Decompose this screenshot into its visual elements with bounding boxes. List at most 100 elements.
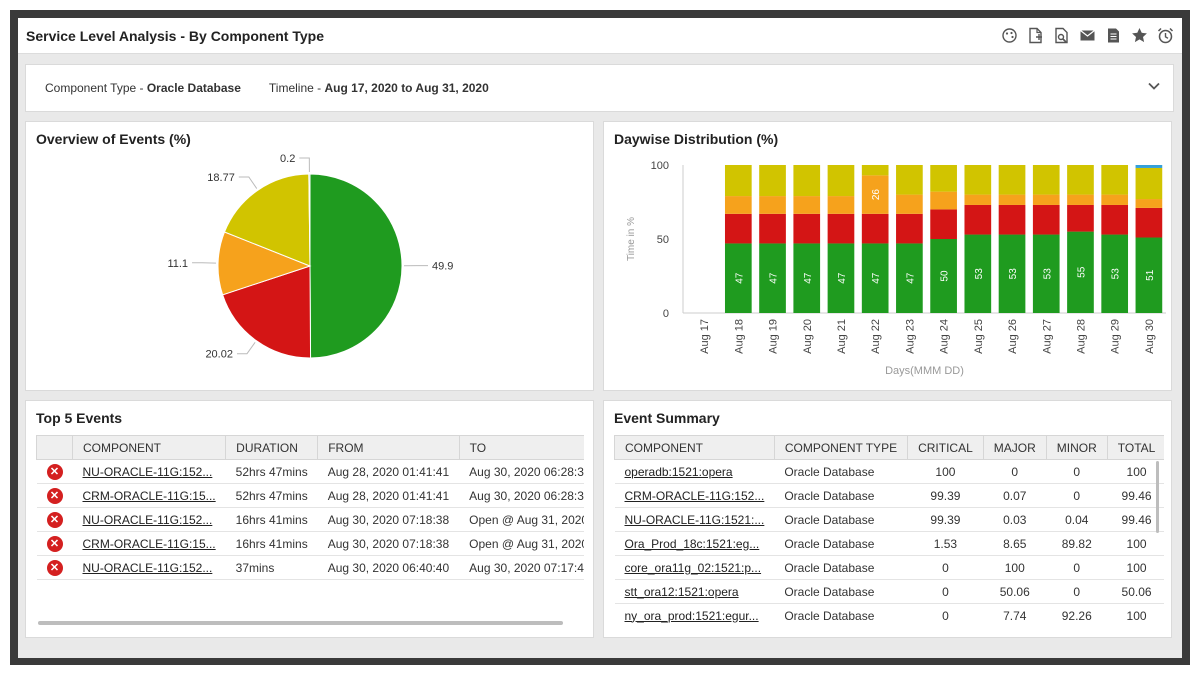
component-link[interactable]: CRM-ORACLE-11G:15... xyxy=(72,531,226,556)
horizontal-scrollbar[interactable] xyxy=(38,621,563,625)
bar-segment[interactable] xyxy=(930,209,957,239)
component-link[interactable]: ny_ora_prod:1521:egur... xyxy=(614,603,775,625)
summary-col-component[interactable]: COMPONENT xyxy=(614,435,775,460)
component-link[interactable]: NU-ORACLE-11G:152... xyxy=(72,507,226,532)
bar-segment[interactable] xyxy=(1101,165,1129,195)
bar-segment[interactable] xyxy=(827,165,855,197)
component-link-text[interactable]: stt_ora12:1521:opera xyxy=(624,584,739,599)
bar-segment[interactable] xyxy=(1101,194,1129,205)
bar-segment[interactable] xyxy=(1135,167,1163,200)
component-link-text[interactable]: NU-ORACLE-11G:152... xyxy=(82,464,213,479)
bar-segment[interactable] xyxy=(964,165,992,195)
bar-segment[interactable] xyxy=(793,165,821,197)
bar-segment[interactable] xyxy=(827,213,855,244)
component-link-text[interactable]: NU-ORACLE-11G:152... xyxy=(82,512,213,527)
bar-segment[interactable] xyxy=(1135,199,1163,208)
top5-row[interactable]: ✕ CRM-ORACLE-11G:15... 16hrs 41mins Aug 30,… xyxy=(36,531,584,556)
search-file-icon[interactable] xyxy=(1053,27,1070,44)
bar-segment[interactable] xyxy=(1032,204,1060,235)
bar-segment[interactable] xyxy=(759,213,786,244)
chevron-down-icon[interactable] xyxy=(1147,79,1161,93)
component-link[interactable]: CRM-ORACLE-11G:152... xyxy=(614,483,775,508)
bar-segment[interactable] xyxy=(759,243,786,313)
bar-segment[interactable] xyxy=(1032,165,1060,195)
bar-segment[interactable] xyxy=(964,234,992,313)
bar-segment[interactable] xyxy=(930,239,957,313)
bar-segment[interactable] xyxy=(724,196,752,214)
summary-row[interactable]: CRM-ORACLE-11G:152... Oracle Database 99.3… xyxy=(614,483,1164,508)
component-link[interactable]: CRM-ORACLE-11G:15... xyxy=(72,483,226,508)
top5-row[interactable]: ✕ NU-ORACLE-11G:152... 37mins Aug 30, 2020 … xyxy=(36,555,584,580)
bar-segment[interactable] xyxy=(1032,234,1060,313)
summary-col-minor[interactable]: MINOR xyxy=(1045,435,1108,460)
bar-segment[interactable] xyxy=(998,165,1026,195)
top5-col-duration[interactable]: DURATION xyxy=(225,435,319,460)
bar-segment[interactable] xyxy=(1067,194,1094,205)
bar-segment[interactable] xyxy=(1067,204,1094,232)
bar-segment[interactable] xyxy=(896,194,923,214)
bar-segment[interactable] xyxy=(998,194,1026,205)
top5-row[interactable]: ✕ NU-ORACLE-11G:152... 16hrs 41mins Aug 30,… xyxy=(36,507,584,532)
top5-col-from[interactable]: FROM xyxy=(317,435,460,460)
summary-row[interactable]: ny_ora_prod:1521:egur... Oracle Database 0… xyxy=(614,603,1164,625)
bar-segment[interactable] xyxy=(998,234,1026,313)
bar-segment[interactable] xyxy=(1032,194,1060,205)
top5-row[interactable]: ✕ NU-ORACLE-11G:152... 52hrs 47mins Aug 28,… xyxy=(36,459,584,484)
bar-segment[interactable] xyxy=(964,194,992,205)
document-icon[interactable] xyxy=(1105,27,1122,44)
top5-col-component[interactable]: COMPONENT xyxy=(71,435,227,460)
component-link[interactable]: NU-ORACLE-11G:152... xyxy=(72,555,226,580)
bar-segment[interactable] xyxy=(930,191,957,210)
component-link-text[interactable]: Ora_Prod_18c:1521:eg... xyxy=(624,536,760,551)
alarm-clock-icon[interactable] xyxy=(1157,27,1174,44)
top5-col-status[interactable] xyxy=(36,435,73,460)
component-link[interactable]: Ora_Prod_18c:1521:eg... xyxy=(614,531,775,556)
bar-segment[interactable] xyxy=(896,165,923,195)
bar-segment[interactable] xyxy=(964,204,992,235)
component-link[interactable]: NU-ORACLE-11G:1521:... xyxy=(614,507,775,532)
bar-segment[interactable] xyxy=(998,204,1026,235)
summary-col-critical[interactable]: CRITICAL xyxy=(907,435,984,460)
pie-slice[interactable] xyxy=(217,231,312,296)
component-link[interactable]: stt_ora12:1521:opera xyxy=(614,579,775,604)
bar-segment[interactable] xyxy=(930,165,957,192)
component-link-text[interactable]: NU-ORACLE-11G:1521:... xyxy=(624,512,765,527)
pie-slice[interactable] xyxy=(308,173,311,267)
summary-row[interactable]: core_ora11g_02:1521:p... Oracle Database 0… xyxy=(614,555,1164,580)
star-icon[interactable] xyxy=(1131,27,1148,44)
bar-segment[interactable] xyxy=(896,213,923,244)
component-link[interactable]: operadb:1521:opera xyxy=(614,459,775,484)
summary-col-major[interactable]: MAJOR xyxy=(982,435,1047,460)
bar-segment[interactable] xyxy=(861,165,889,176)
palette-icon[interactable] xyxy=(1001,27,1018,44)
bar-segment[interactable] xyxy=(861,175,889,214)
bar-segment[interactable] xyxy=(1101,204,1129,235)
summary-row[interactable]: operadb:1521:opera Oracle Database 100 0 0 10… xyxy=(614,459,1164,484)
summary-row[interactable]: Ora_Prod_18c:1521:eg... Oracle Database 1.… xyxy=(614,531,1164,556)
component-link[interactable]: NU-ORACLE-11G:152... xyxy=(72,459,226,484)
component-link-text[interactable]: ny_ora_prod:1521:egur... xyxy=(624,608,759,623)
bar-segment[interactable] xyxy=(1067,231,1094,313)
summary-row[interactable]: stt_ora12:1521:opera Oracle Database 0 50.0… xyxy=(614,579,1164,604)
bar-segment[interactable] xyxy=(827,196,855,214)
bar-segment[interactable] xyxy=(896,243,923,313)
summary-row[interactable]: NU-ORACLE-11G:1521:... Oracle Database 99.… xyxy=(614,507,1164,532)
bar-segment[interactable] xyxy=(793,213,821,244)
bar-segment[interactable] xyxy=(861,213,889,244)
bar-segment[interactable] xyxy=(724,213,752,244)
summary-col-type[interactable]: COMPONENT TYPE xyxy=(773,435,909,460)
bar-segment[interactable] xyxy=(759,196,786,214)
email-icon[interactable] xyxy=(1079,27,1096,44)
component-link-text[interactable]: NU-ORACLE-11G:152... xyxy=(82,560,213,575)
bar-segment[interactable] xyxy=(861,243,889,313)
bar-segment[interactable] xyxy=(1135,165,1163,168)
bar-segment[interactable] xyxy=(1101,234,1129,313)
bar-segment[interactable] xyxy=(793,243,821,313)
bar-segment[interactable] xyxy=(1067,165,1094,195)
pie-slice[interactable] xyxy=(223,173,311,267)
component-link-text[interactable]: core_ora11g_02:1521:p... xyxy=(624,560,762,575)
bar-segment[interactable] xyxy=(724,243,752,313)
component-link-text[interactable]: CRM-ORACLE-11G:15... xyxy=(82,536,216,551)
component-link-text[interactable]: CRM-ORACLE-11G:15... xyxy=(82,488,216,503)
top5-col-to[interactable]: TO xyxy=(458,435,584,460)
